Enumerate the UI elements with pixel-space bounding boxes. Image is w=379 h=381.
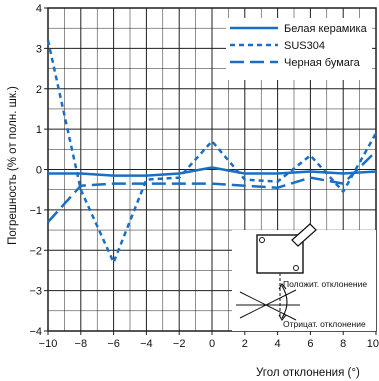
legend-label-black-paper: Черная бумага [284,57,361,69]
negative-deviation-label: Отрицат. отклонение [283,319,366,329]
rotation-arrowhead-up [278,283,287,290]
x-tick-label: −8 [75,338,88,350]
x-tick-label: 0 [209,338,215,350]
x-tick-label: 4 [275,338,281,350]
rotation-arrow-icon [281,285,288,319]
y-tick-label: −1 [29,205,42,217]
series-layer [46,40,378,264]
legend-label-white-ceramic: Белая керамика [284,23,368,35]
positive-deviation-label: Положит. отклонение [283,279,367,289]
tilt-line-positive [239,289,297,319]
legend: Белая керамика SUS304 Черная бумага [226,18,372,80]
y-tick-label: −4 [29,326,42,338]
y-tick-label: 0 [36,165,42,177]
x-tick-label: −10 [39,338,58,350]
rotation-arrowhead-down [278,314,287,321]
x-tick-label: −4 [140,338,153,350]
sensor-screw-icon [259,237,265,243]
x-axis-label: Угол отклонения (°) [256,367,360,379]
tilt-line-negative [239,291,297,321]
legend-label-sus304: SUS304 [284,40,325,52]
sensor-cable-icon [291,223,317,247]
plot-area-frame [47,7,377,332]
y-tick-label: 4 [36,3,42,15]
series-line-0 [48,166,377,177]
x-tick-labels: −10 −8 −6 −4 −2 0 2 4 6 8 10 [39,338,379,350]
y-tick-label: 2 [36,84,42,96]
sensor-orientation-inset: Положит. отклонение Отрицат. отклонение [232,223,376,331]
x-tick-label: 8 [340,338,346,350]
series-line-2 [47,150,377,223]
x-tick-label: −6 [107,338,120,350]
inset-background [232,230,376,331]
y-axis-label: Погрешность (% от полн. шк.) [7,86,19,245]
x-tick-label: −2 [173,338,186,350]
y-tick-label: −2 [29,245,42,257]
y-tick-label: −3 [29,286,42,298]
x-tick-label: 6 [307,338,313,350]
y-tick-labels: −4 −3 −2 −1 0 1 2 3 4 [29,3,42,338]
x-tick-label: 10 [367,338,379,350]
sensor-indicator-icon [293,265,299,271]
y-tick-label: 3 [36,43,42,55]
x-tick-label: 2 [242,338,248,350]
y-tick-label: 1 [36,124,42,136]
